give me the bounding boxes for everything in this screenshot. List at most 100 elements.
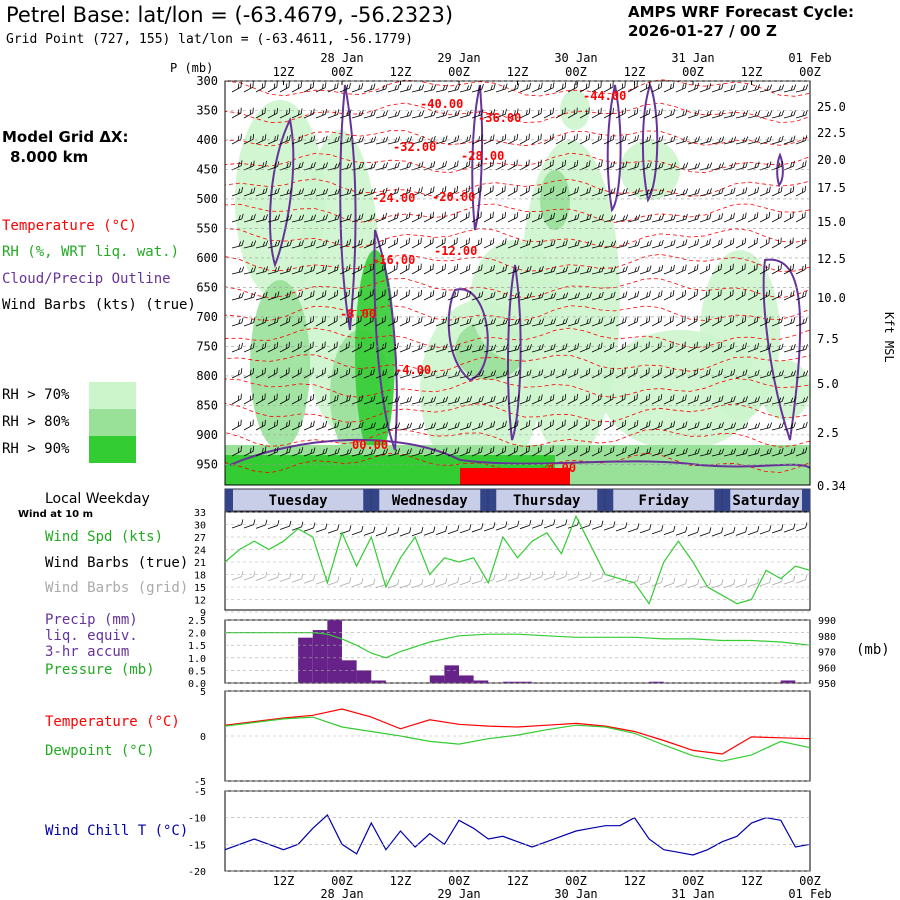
wind-barb-flag (453, 265, 456, 271)
wind-barb-flag (310, 136, 313, 142)
surface-barb-true (771, 524, 784, 534)
wind-barb-flag (298, 448, 301, 454)
wind-barb-shaft (303, 219, 315, 223)
wind-barb (339, 341, 350, 353)
wind-barb-flag (481, 370, 485, 376)
surface-barb-shaft (759, 582, 770, 587)
wind-barb-flag (336, 264, 339, 271)
wind-barb-flag (529, 239, 532, 245)
wind-barb-flag (694, 110, 697, 116)
wind-barb-flag (697, 82, 699, 89)
wind-barb-flag (574, 241, 577, 247)
wind-barb (783, 422, 796, 431)
wind-barb-flag (526, 240, 529, 246)
wind-barb-shaft (483, 243, 494, 249)
wind-barb-flag (741, 265, 744, 271)
wind-barb-shaft (303, 113, 314, 119)
wind-barb (555, 266, 569, 275)
wind-barb-shaft (495, 296, 506, 301)
wind-barb-flag (684, 368, 687, 374)
wind-barb-flag (649, 161, 652, 168)
surface-barb-grid (711, 579, 724, 589)
wind-barb-flag (457, 421, 460, 428)
surface-barb-true (687, 527, 700, 537)
surface-barb-true (507, 520, 520, 530)
wind-barb-flag (706, 189, 709, 195)
wind-barb-flag (456, 211, 458, 218)
wind-barb-flag (645, 369, 648, 375)
wind-barb-shaft (411, 242, 422, 249)
wind-barb-flag (357, 317, 360, 323)
wind-barb-flag (697, 448, 700, 454)
surface-barb-flag (541, 519, 544, 525)
wind-barb-flag (445, 84, 449, 90)
wind-barb-flag (502, 293, 505, 299)
surface-barb-true (639, 524, 652, 534)
wind-barb (783, 317, 796, 327)
wind-barb (471, 264, 483, 275)
wind-barb-shaft (303, 346, 314, 353)
wind-barb-shaft (591, 372, 602, 379)
wind-chill-ticks: -5-10-15-20 (188, 787, 810, 878)
wind-barb-shaft (291, 86, 302, 93)
wind-barb (531, 419, 543, 431)
wind-barb-flag (373, 448, 377, 454)
wind-barb-shaft (339, 453, 350, 457)
wind-barb-shaft (591, 86, 602, 93)
wind-barb-flag (709, 421, 712, 428)
wind-barb (255, 393, 266, 405)
wind-barb-flag (697, 188, 701, 194)
wind-barb-shaft (543, 244, 554, 249)
wind-barb-flag (346, 422, 349, 428)
wind-barb-flag (729, 291, 732, 297)
wind-barb-flag (610, 318, 613, 324)
wind-barb-flag (262, 241, 266, 247)
wind-barb-flag (480, 185, 482, 192)
wind-barb (687, 421, 700, 431)
weekday-edge (371, 489, 380, 511)
wind-barb-flag (637, 240, 641, 246)
surface-barb-flag (421, 527, 424, 533)
wind-barb-flag (672, 315, 674, 322)
wind-barb-flag (418, 85, 422, 91)
wind-barb-flag (769, 161, 772, 167)
wind-barb-shaft (747, 374, 758, 379)
wind-barb-flag (430, 423, 434, 429)
wind-barb-flag (349, 394, 351, 401)
surface-barb-flag (649, 576, 652, 582)
wind-barb-flag (790, 318, 793, 324)
wind-barb (243, 446, 255, 457)
wind-barb (411, 343, 424, 353)
rh-region (760, 360, 810, 420)
wind-barb-flag (360, 315, 362, 322)
wind-barb-shaft (519, 349, 530, 353)
wind-barb-flag (264, 107, 266, 114)
wind-barb-flag (613, 316, 615, 323)
wind-barb-flag (573, 83, 576, 89)
wind-barb-flag (457, 135, 460, 141)
surface-barb-grid (699, 579, 712, 589)
wind-barb-shaft (303, 295, 314, 301)
wind-barb-flag (660, 82, 663, 88)
wind-barb-shaft (519, 323, 531, 327)
wind-barb-shaft (783, 140, 794, 145)
wind-barb-flag (802, 136, 805, 142)
wind-barb-flag (573, 421, 576, 427)
wind-barb-shaft (723, 294, 734, 301)
wind-barb-flag (334, 137, 337, 143)
wind-barb-flag (754, 317, 756, 323)
wind-barb-flag (669, 369, 672, 375)
wind-barb-shaft (279, 113, 290, 119)
wind-barb (279, 134, 291, 145)
wind-barb-shaft (435, 348, 446, 353)
cloud-outline (606, 84, 622, 213)
wind-barb-shaft (663, 113, 674, 119)
wind-barb (447, 84, 461, 93)
wind-barb (327, 264, 339, 275)
wind-barb-flag (513, 447, 516, 453)
wind-barb-flag (325, 239, 328, 246)
wind-barb-flag (382, 84, 385, 90)
wind-barb-flag (348, 368, 351, 374)
wind-barb-shaft (459, 190, 470, 197)
wind-barb (783, 290, 795, 301)
